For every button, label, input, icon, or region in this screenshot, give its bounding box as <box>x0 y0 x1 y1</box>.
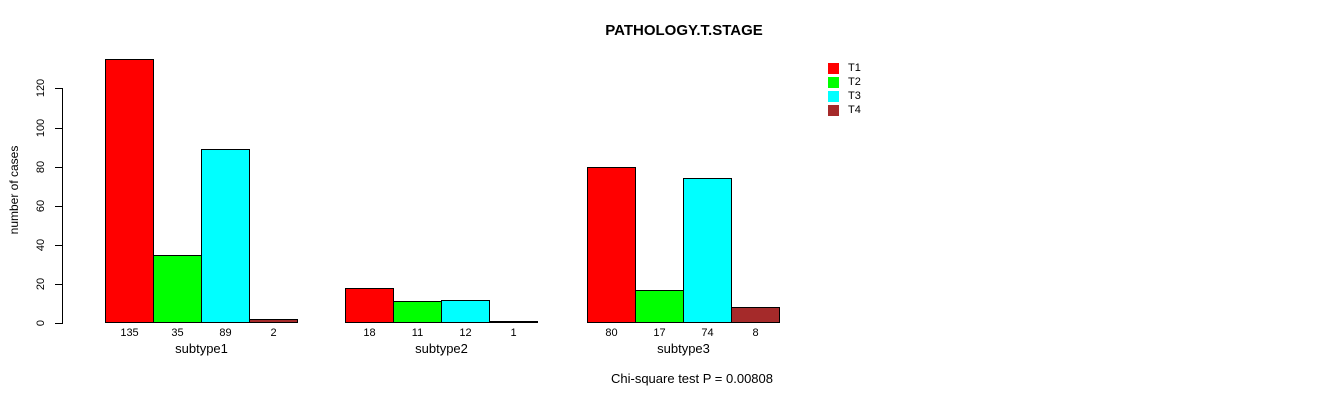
bar-value-label: 80 <box>605 327 618 339</box>
legend-swatch-T3 <box>828 90 839 102</box>
bar-T3-subtype2 <box>441 300 490 323</box>
y-tick-label: 40 <box>35 238 47 251</box>
y-tick <box>55 127 62 129</box>
legend-swatch-T2 <box>828 76 839 88</box>
x-category-label: subtype2 <box>415 341 468 356</box>
y-tick-label: 100 <box>35 118 47 137</box>
y-tick <box>55 283 62 285</box>
y-tick <box>55 323 62 324</box>
y-tick-label: 60 <box>35 199 47 212</box>
legend-label: T3 <box>848 90 861 102</box>
bar-value-label: 1 <box>510 327 517 339</box>
bar-T4-subtype2 <box>489 321 538 323</box>
legend-label: T1 <box>848 62 861 74</box>
bar-T4-subtype3 <box>731 307 780 323</box>
x-category-label: subtype1 <box>175 341 228 356</box>
x-category-label: subtype3 <box>657 341 710 356</box>
bar-value-label: 89 <box>219 327 232 339</box>
legend-item-T4: T4 <box>828 103 861 117</box>
bar-T3-subtype1 <box>201 149 250 323</box>
bar-T1-subtype3 <box>587 167 636 323</box>
bar-value-label: 2 <box>270 327 277 339</box>
bar-T1-subtype1 <box>105 59 154 323</box>
y-tick-label: 120 <box>35 79 47 98</box>
bar-value-label: 8 <box>752 327 759 339</box>
chart-title: PATHOLOGY.T.STAGE <box>605 22 763 39</box>
legend-item-T3: T3 <box>828 89 861 103</box>
bar-value-label: 35 <box>171 327 184 339</box>
y-axis-label: number of cases <box>7 145 21 235</box>
legend-label: T4 <box>848 104 861 116</box>
bar-T3-subtype3 <box>683 178 732 323</box>
chi-square-annotation: Chi-square test P = 0.00808 <box>610 371 774 386</box>
y-tick-label: 20 <box>35 277 47 291</box>
bar-value-label: 12 <box>459 327 472 339</box>
legend-item-T2: T2 <box>828 75 861 89</box>
bar-T2-subtype3 <box>635 290 684 323</box>
bar-T2-subtype1 <box>153 255 202 323</box>
y-tick <box>55 166 62 168</box>
bar-T4-subtype1 <box>249 319 298 323</box>
bar-T1-subtype2 <box>345 288 394 323</box>
bar-value-label: 18 <box>363 327 376 339</box>
legend-swatch-T1 <box>828 62 839 74</box>
y-tick-label: 80 <box>35 160 47 173</box>
y-axis-line <box>62 88 63 324</box>
legend: T1 T2 T3 T4 <box>828 61 861 117</box>
y-tick-label: 0 <box>35 319 47 327</box>
bar-value-label: 17 <box>653 327 666 339</box>
legend-item-T1: T1 <box>828 61 861 75</box>
y-tick <box>55 88 62 90</box>
y-tick <box>55 205 62 207</box>
bar-value-label: 11 <box>411 327 424 339</box>
bar-T2-subtype2 <box>393 301 442 323</box>
bar-value-label: 135 <box>120 327 139 339</box>
legend-label: T2 <box>848 76 861 88</box>
y-tick <box>55 244 62 246</box>
bar-value-label: 74 <box>701 327 714 339</box>
legend-swatch-T4 <box>828 104 839 116</box>
